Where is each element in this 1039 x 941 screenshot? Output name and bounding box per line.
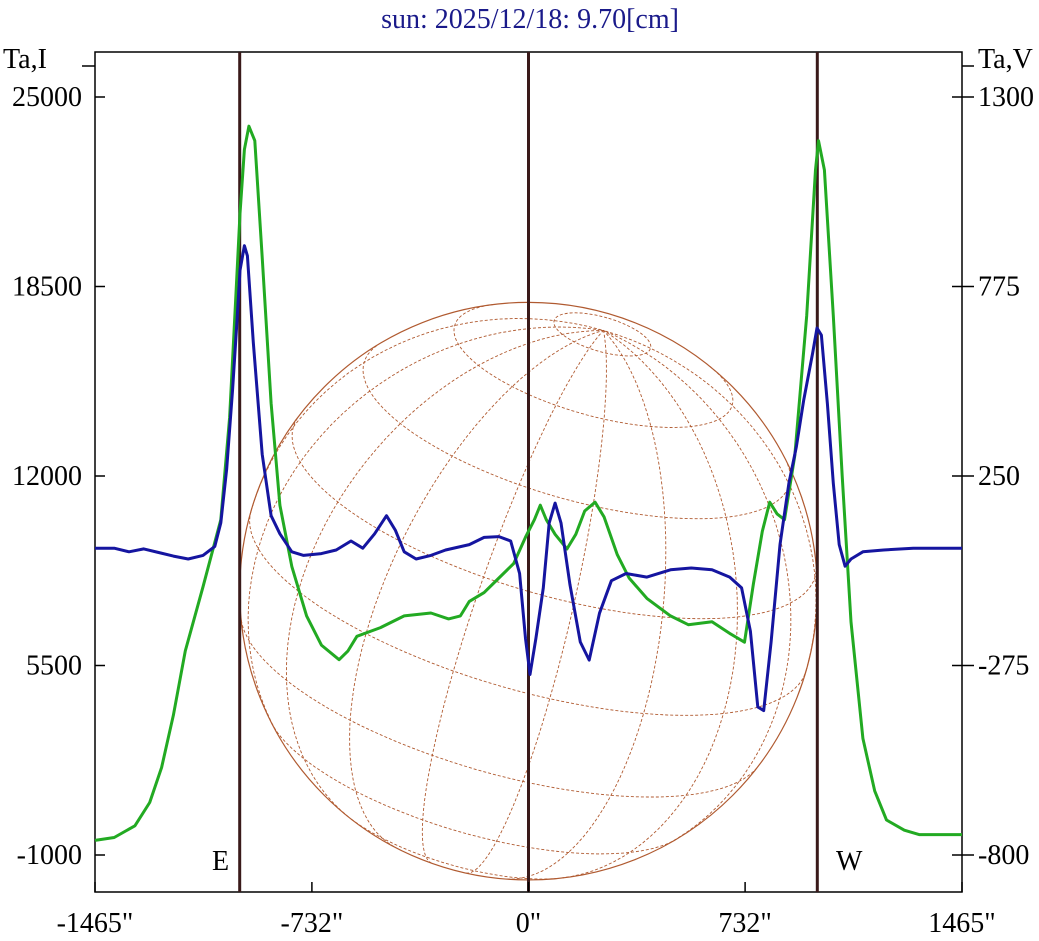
labels-group: sun: 2025/12/18: 9.70[cm] Ta,I Ta,V E W: [3, 4, 1033, 877]
y-right-axis-label: Ta,V: [978, 44, 1033, 75]
disk-meridian: [349, 329, 604, 847]
series-group: [94, 124, 962, 842]
disk-parallel: [291, 417, 817, 620]
y-right-tick-label: 1300: [978, 82, 1034, 113]
disk-meridian: [506, 330, 667, 880]
x-tick-label: 0": [516, 908, 541, 939]
y-right-tick-label: -275: [978, 651, 1029, 682]
y-right-tick-label: 250: [978, 461, 1020, 492]
y-left-tick-label: 12000: [12, 461, 82, 492]
disk-parallel: [240, 620, 757, 798]
y-right-tick-label: 775: [978, 272, 1020, 303]
west-marker-label: W: [836, 846, 863, 877]
disk-parallel: [553, 312, 652, 357]
x-tick-label: -732": [281, 908, 344, 939]
y-left-tick-label: 5500: [26, 651, 82, 682]
east-marker-label: E: [212, 846, 229, 877]
disk-meridian: [250, 318, 604, 512]
x-tick-label: -1465": [57, 908, 134, 939]
series-polarization-line: [95, 244, 962, 713]
ticks-group: -1465" -732" 0" 732" 1465" 25000 18500 12000 550…: [12, 65, 1034, 939]
chart-title: sun: 2025/12/18: 9.70[cm]: [381, 4, 679, 35]
disk-parallel: [271, 722, 677, 855]
disk-meridian: [421, 330, 604, 864]
disk-meridian: [561, 330, 738, 879]
series-intensity-line: [94, 124, 962, 842]
disk-meridian: [466, 330, 607, 874]
y-left-tick-label: 25000: [12, 82, 82, 113]
disk-parallel: [249, 511, 807, 716]
y-left-axis-label: Ta,I: [3, 44, 47, 75]
x-tick-label: 1465": [928, 908, 995, 939]
disk-parallel: [453, 303, 734, 428]
x-tick-label: 732": [718, 908, 771, 939]
y-right-tick-label: -800: [978, 840, 1029, 871]
y-left-tick-label: 18500: [12, 272, 82, 303]
disk-meridian: [247, 326, 604, 735]
disk-parallel: [351, 818, 558, 880]
disk-parallel: [362, 345, 791, 520]
disk-meridian: [285, 329, 604, 818]
disk-meridian: [603, 329, 792, 846]
vertical-markers-group: [238, 52, 819, 892]
y-left-tick-label: -1000: [17, 840, 82, 871]
